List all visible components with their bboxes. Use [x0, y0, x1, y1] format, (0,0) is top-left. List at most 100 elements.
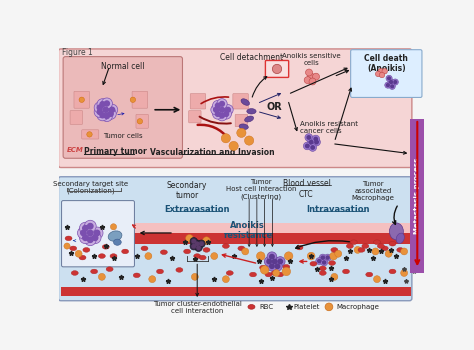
Circle shape [202, 237, 210, 245]
Ellipse shape [377, 244, 384, 248]
Text: OR: OR [266, 103, 282, 112]
Ellipse shape [396, 233, 404, 244]
Circle shape [273, 259, 277, 264]
Ellipse shape [203, 247, 210, 252]
Ellipse shape [397, 247, 404, 252]
Circle shape [267, 252, 277, 261]
Circle shape [214, 107, 219, 112]
Ellipse shape [247, 108, 256, 114]
Text: Macrophage: Macrophage [337, 304, 380, 310]
FancyArrowPatch shape [200, 117, 231, 124]
FancyBboxPatch shape [136, 114, 148, 128]
Circle shape [97, 99, 108, 110]
FancyBboxPatch shape [63, 57, 182, 158]
Circle shape [104, 101, 109, 106]
Circle shape [324, 254, 331, 261]
Bar [61, 233, 411, 244]
Circle shape [386, 75, 392, 82]
Circle shape [306, 144, 309, 148]
Circle shape [193, 240, 201, 247]
Circle shape [308, 73, 315, 80]
Ellipse shape [362, 244, 369, 248]
Circle shape [211, 105, 221, 115]
Ellipse shape [343, 269, 349, 274]
Circle shape [91, 227, 103, 239]
Bar [410, 119, 424, 273]
Circle shape [318, 260, 321, 262]
Ellipse shape [239, 124, 248, 130]
Circle shape [137, 119, 143, 124]
Circle shape [270, 257, 280, 266]
Circle shape [323, 261, 326, 264]
Ellipse shape [346, 244, 353, 248]
Ellipse shape [277, 272, 283, 277]
Circle shape [191, 273, 198, 280]
Ellipse shape [265, 272, 272, 277]
Ellipse shape [222, 244, 229, 248]
Circle shape [219, 107, 224, 112]
Circle shape [394, 81, 397, 83]
Circle shape [200, 242, 203, 245]
Ellipse shape [226, 271, 233, 275]
Circle shape [94, 106, 105, 118]
Text: Intravasation: Intravasation [307, 205, 370, 214]
Circle shape [303, 142, 311, 150]
Ellipse shape [83, 247, 90, 252]
Ellipse shape [358, 247, 365, 252]
Ellipse shape [91, 269, 98, 274]
Circle shape [320, 259, 328, 266]
Text: Extravasation: Extravasation [164, 205, 230, 214]
Circle shape [256, 252, 265, 260]
Circle shape [306, 69, 312, 76]
Circle shape [222, 276, 229, 283]
Circle shape [275, 264, 280, 268]
Circle shape [82, 235, 88, 240]
Ellipse shape [374, 240, 381, 245]
Text: ECM: ECM [67, 147, 84, 154]
Text: Anoikis resistant
cancer cells: Anoikis resistant cancer cells [300, 121, 357, 134]
Circle shape [278, 259, 283, 264]
Circle shape [313, 138, 320, 146]
Circle shape [94, 102, 105, 113]
FancyArrowPatch shape [198, 125, 228, 138]
Circle shape [212, 109, 223, 119]
Circle shape [97, 105, 102, 110]
Circle shape [82, 225, 88, 231]
FancyBboxPatch shape [189, 111, 201, 123]
Ellipse shape [102, 245, 109, 249]
Circle shape [88, 237, 93, 243]
Circle shape [260, 266, 269, 274]
Circle shape [186, 234, 193, 242]
Circle shape [107, 104, 118, 115]
Text: Secondary target site
(Colonization): Secondary target site (Colonization) [53, 181, 128, 194]
Circle shape [103, 107, 108, 112]
Circle shape [326, 256, 329, 259]
Circle shape [190, 238, 198, 245]
Ellipse shape [99, 254, 105, 258]
Ellipse shape [319, 266, 326, 271]
Circle shape [379, 72, 385, 78]
Ellipse shape [241, 99, 249, 105]
Circle shape [275, 257, 285, 266]
Circle shape [316, 258, 323, 265]
Ellipse shape [249, 272, 256, 277]
Ellipse shape [156, 269, 164, 274]
Circle shape [77, 227, 90, 239]
Ellipse shape [271, 271, 278, 275]
Circle shape [242, 248, 249, 255]
Circle shape [84, 234, 96, 246]
Ellipse shape [331, 247, 338, 252]
Circle shape [84, 227, 96, 239]
FancyBboxPatch shape [70, 111, 82, 124]
Circle shape [80, 232, 91, 244]
Circle shape [92, 235, 98, 240]
Ellipse shape [141, 246, 148, 251]
Circle shape [375, 71, 381, 77]
FancyBboxPatch shape [235, 114, 247, 127]
Circle shape [190, 243, 198, 250]
FancyBboxPatch shape [265, 61, 289, 77]
Circle shape [100, 104, 111, 115]
Circle shape [105, 108, 116, 119]
Circle shape [89, 232, 101, 244]
Circle shape [319, 254, 326, 261]
